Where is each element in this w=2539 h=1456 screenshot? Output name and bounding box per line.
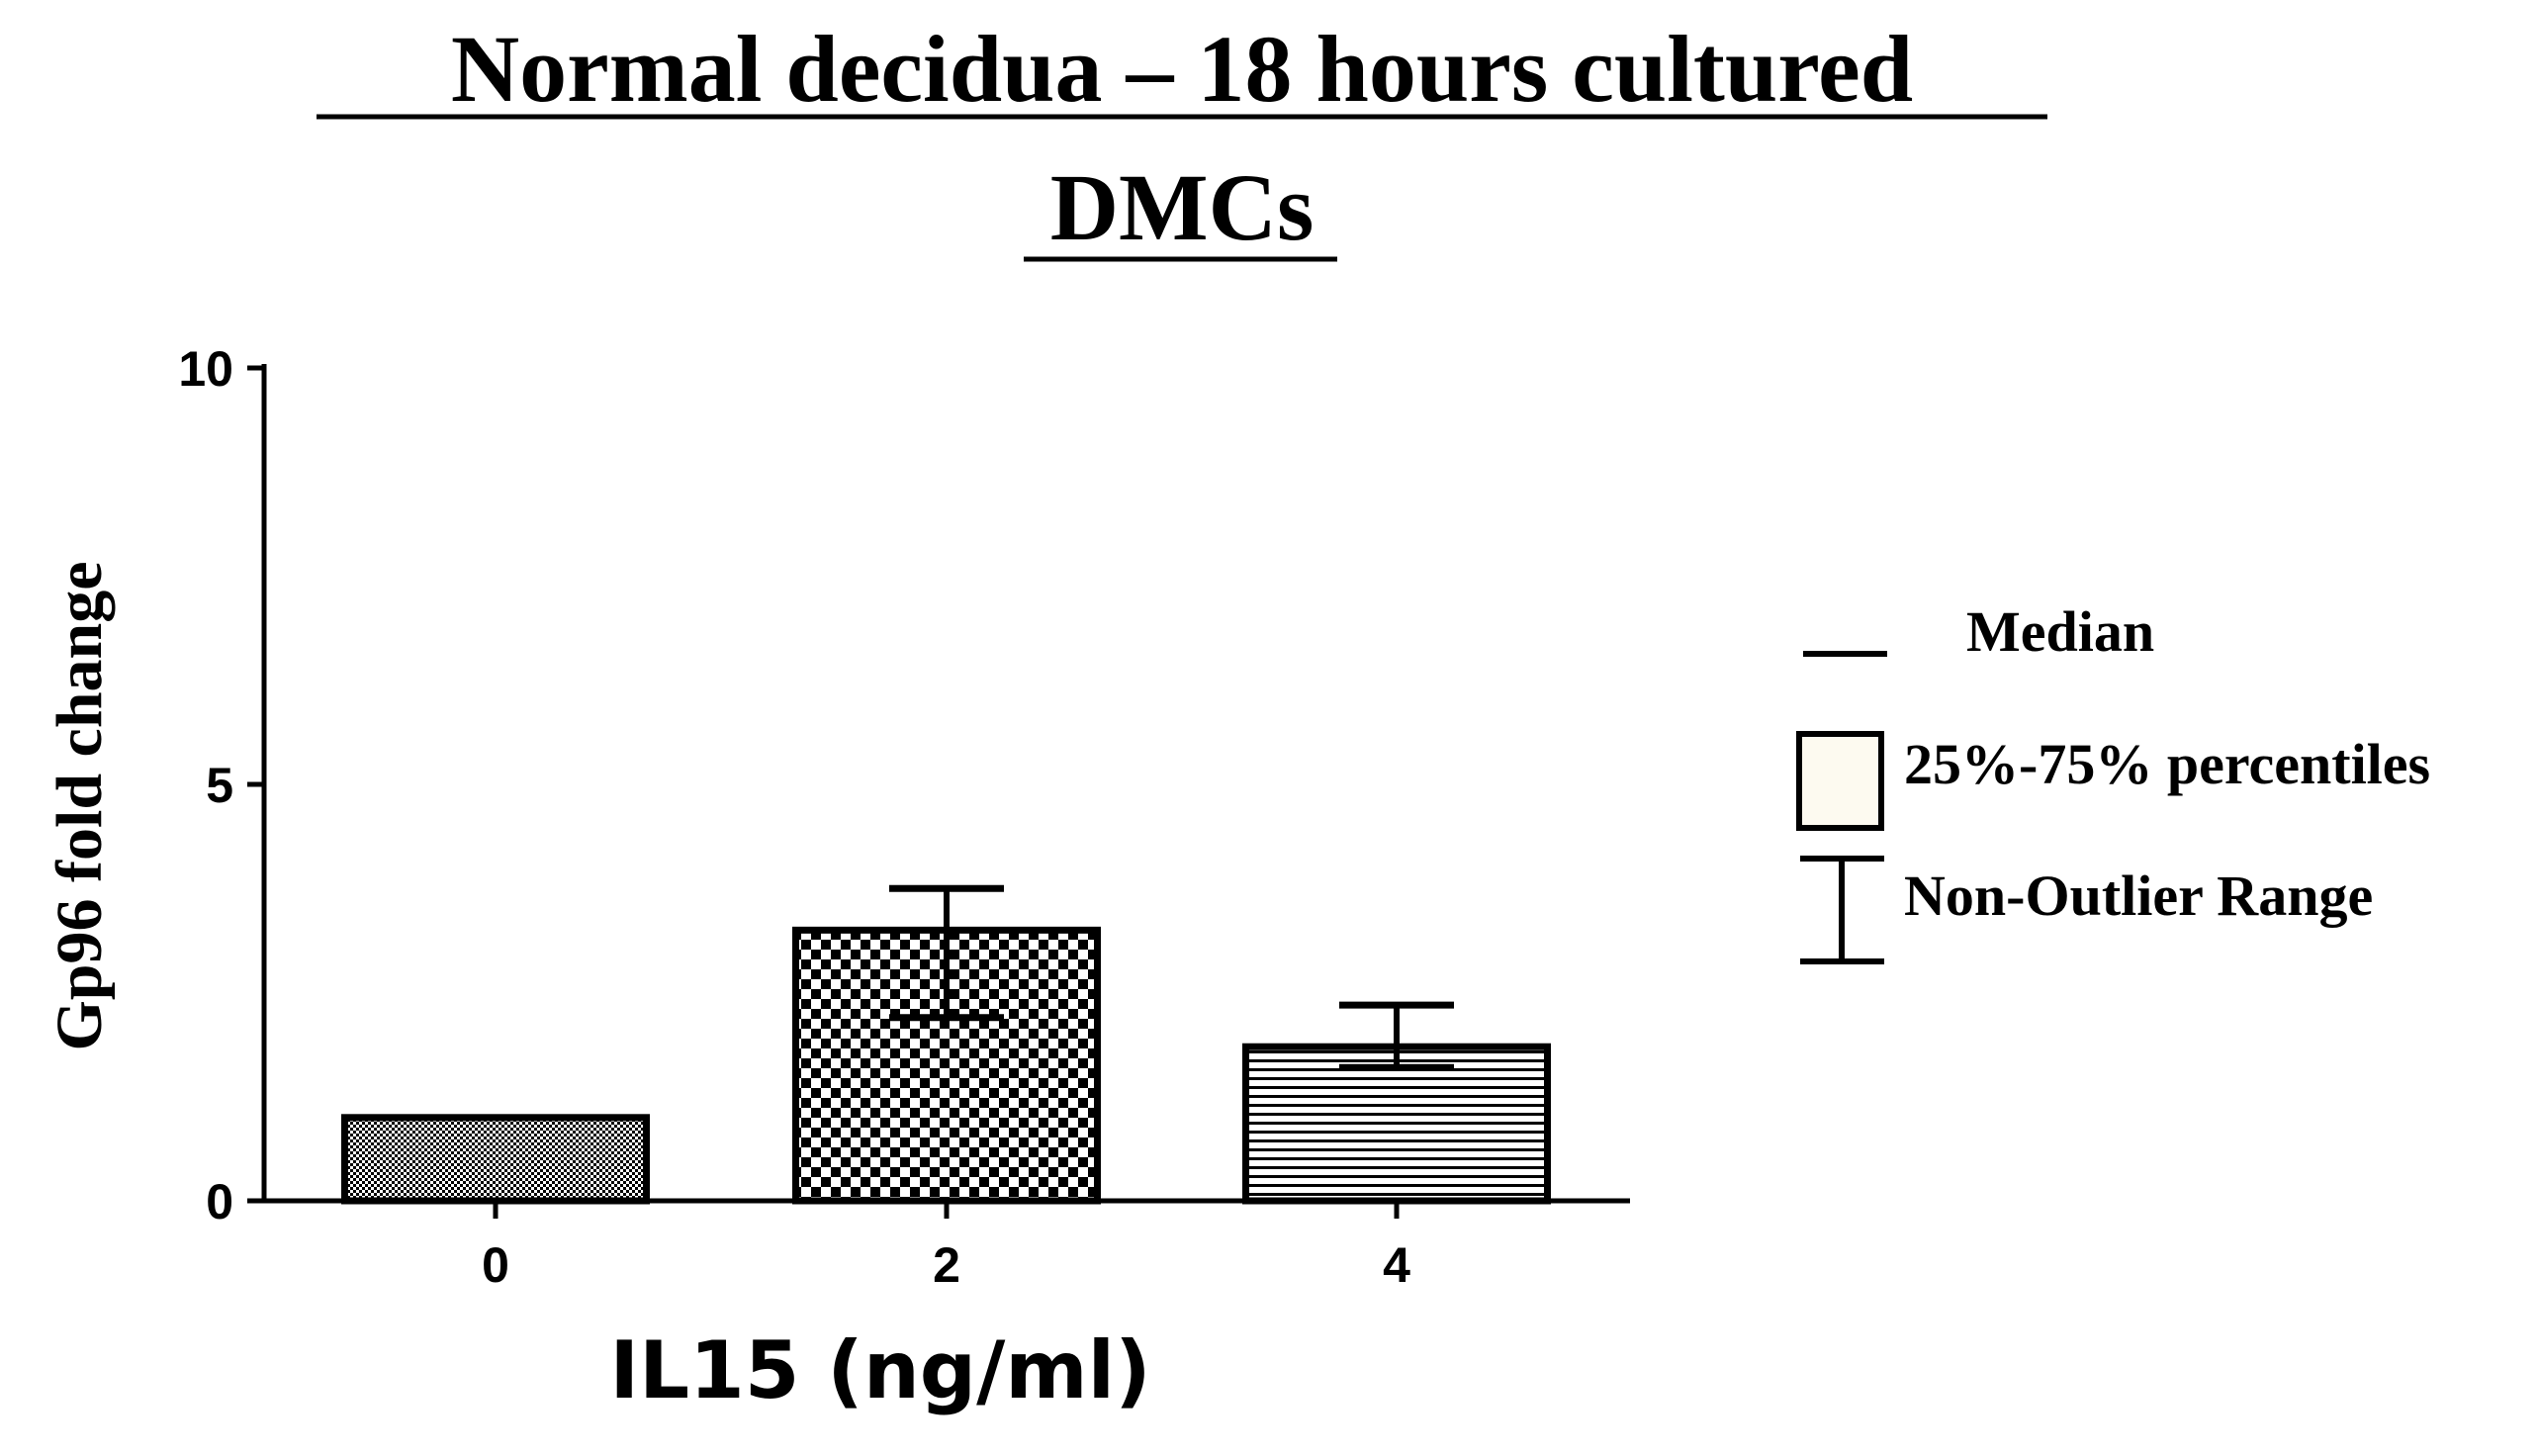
chart-title: Normal decidua – 18 hours cultured DMCs [317, 16, 2047, 262]
x-tick-label: 0 [482, 1237, 509, 1293]
legend-box-label: 25%-75% percentiles [1904, 732, 2430, 796]
title-line-1: Normal decidua – 18 hours cultured [451, 16, 1913, 122]
y-tick-label: 5 [206, 758, 233, 813]
y-tick-label: 0 [206, 1174, 233, 1229]
error-bars [889, 884, 1454, 1071]
error-bar-2 [889, 884, 1004, 1022]
title-line-2: DMCs [1050, 154, 1315, 260]
y-ticks: 0 5 10 [178, 341, 264, 1229]
x-tick-label: 4 [1383, 1237, 1410, 1293]
x-tick-label: 2 [933, 1237, 960, 1293]
y-axis-title: Gp96 fold change [44, 561, 116, 1050]
x-axis-title: IL15 (ng/ml) [609, 1324, 1150, 1416]
bar-0 [341, 1114, 650, 1205]
legend: Median 25%-75% percentiles Non-Outlier R… [1796, 599, 2430, 964]
bar-4 [1242, 1043, 1551, 1205]
y-tick-label: 10 [178, 341, 233, 397]
legend-median-label: Median [1966, 599, 2154, 664]
legend-whisker-label: Non-Outlier Range [1904, 864, 2373, 928]
error-bar-4 [1339, 1001, 1454, 1071]
legend-whisker-symbol [1800, 856, 1884, 964]
legend-box-symbol [1796, 731, 1884, 831]
x-ticks: 0 2 4 [482, 1201, 1410, 1293]
